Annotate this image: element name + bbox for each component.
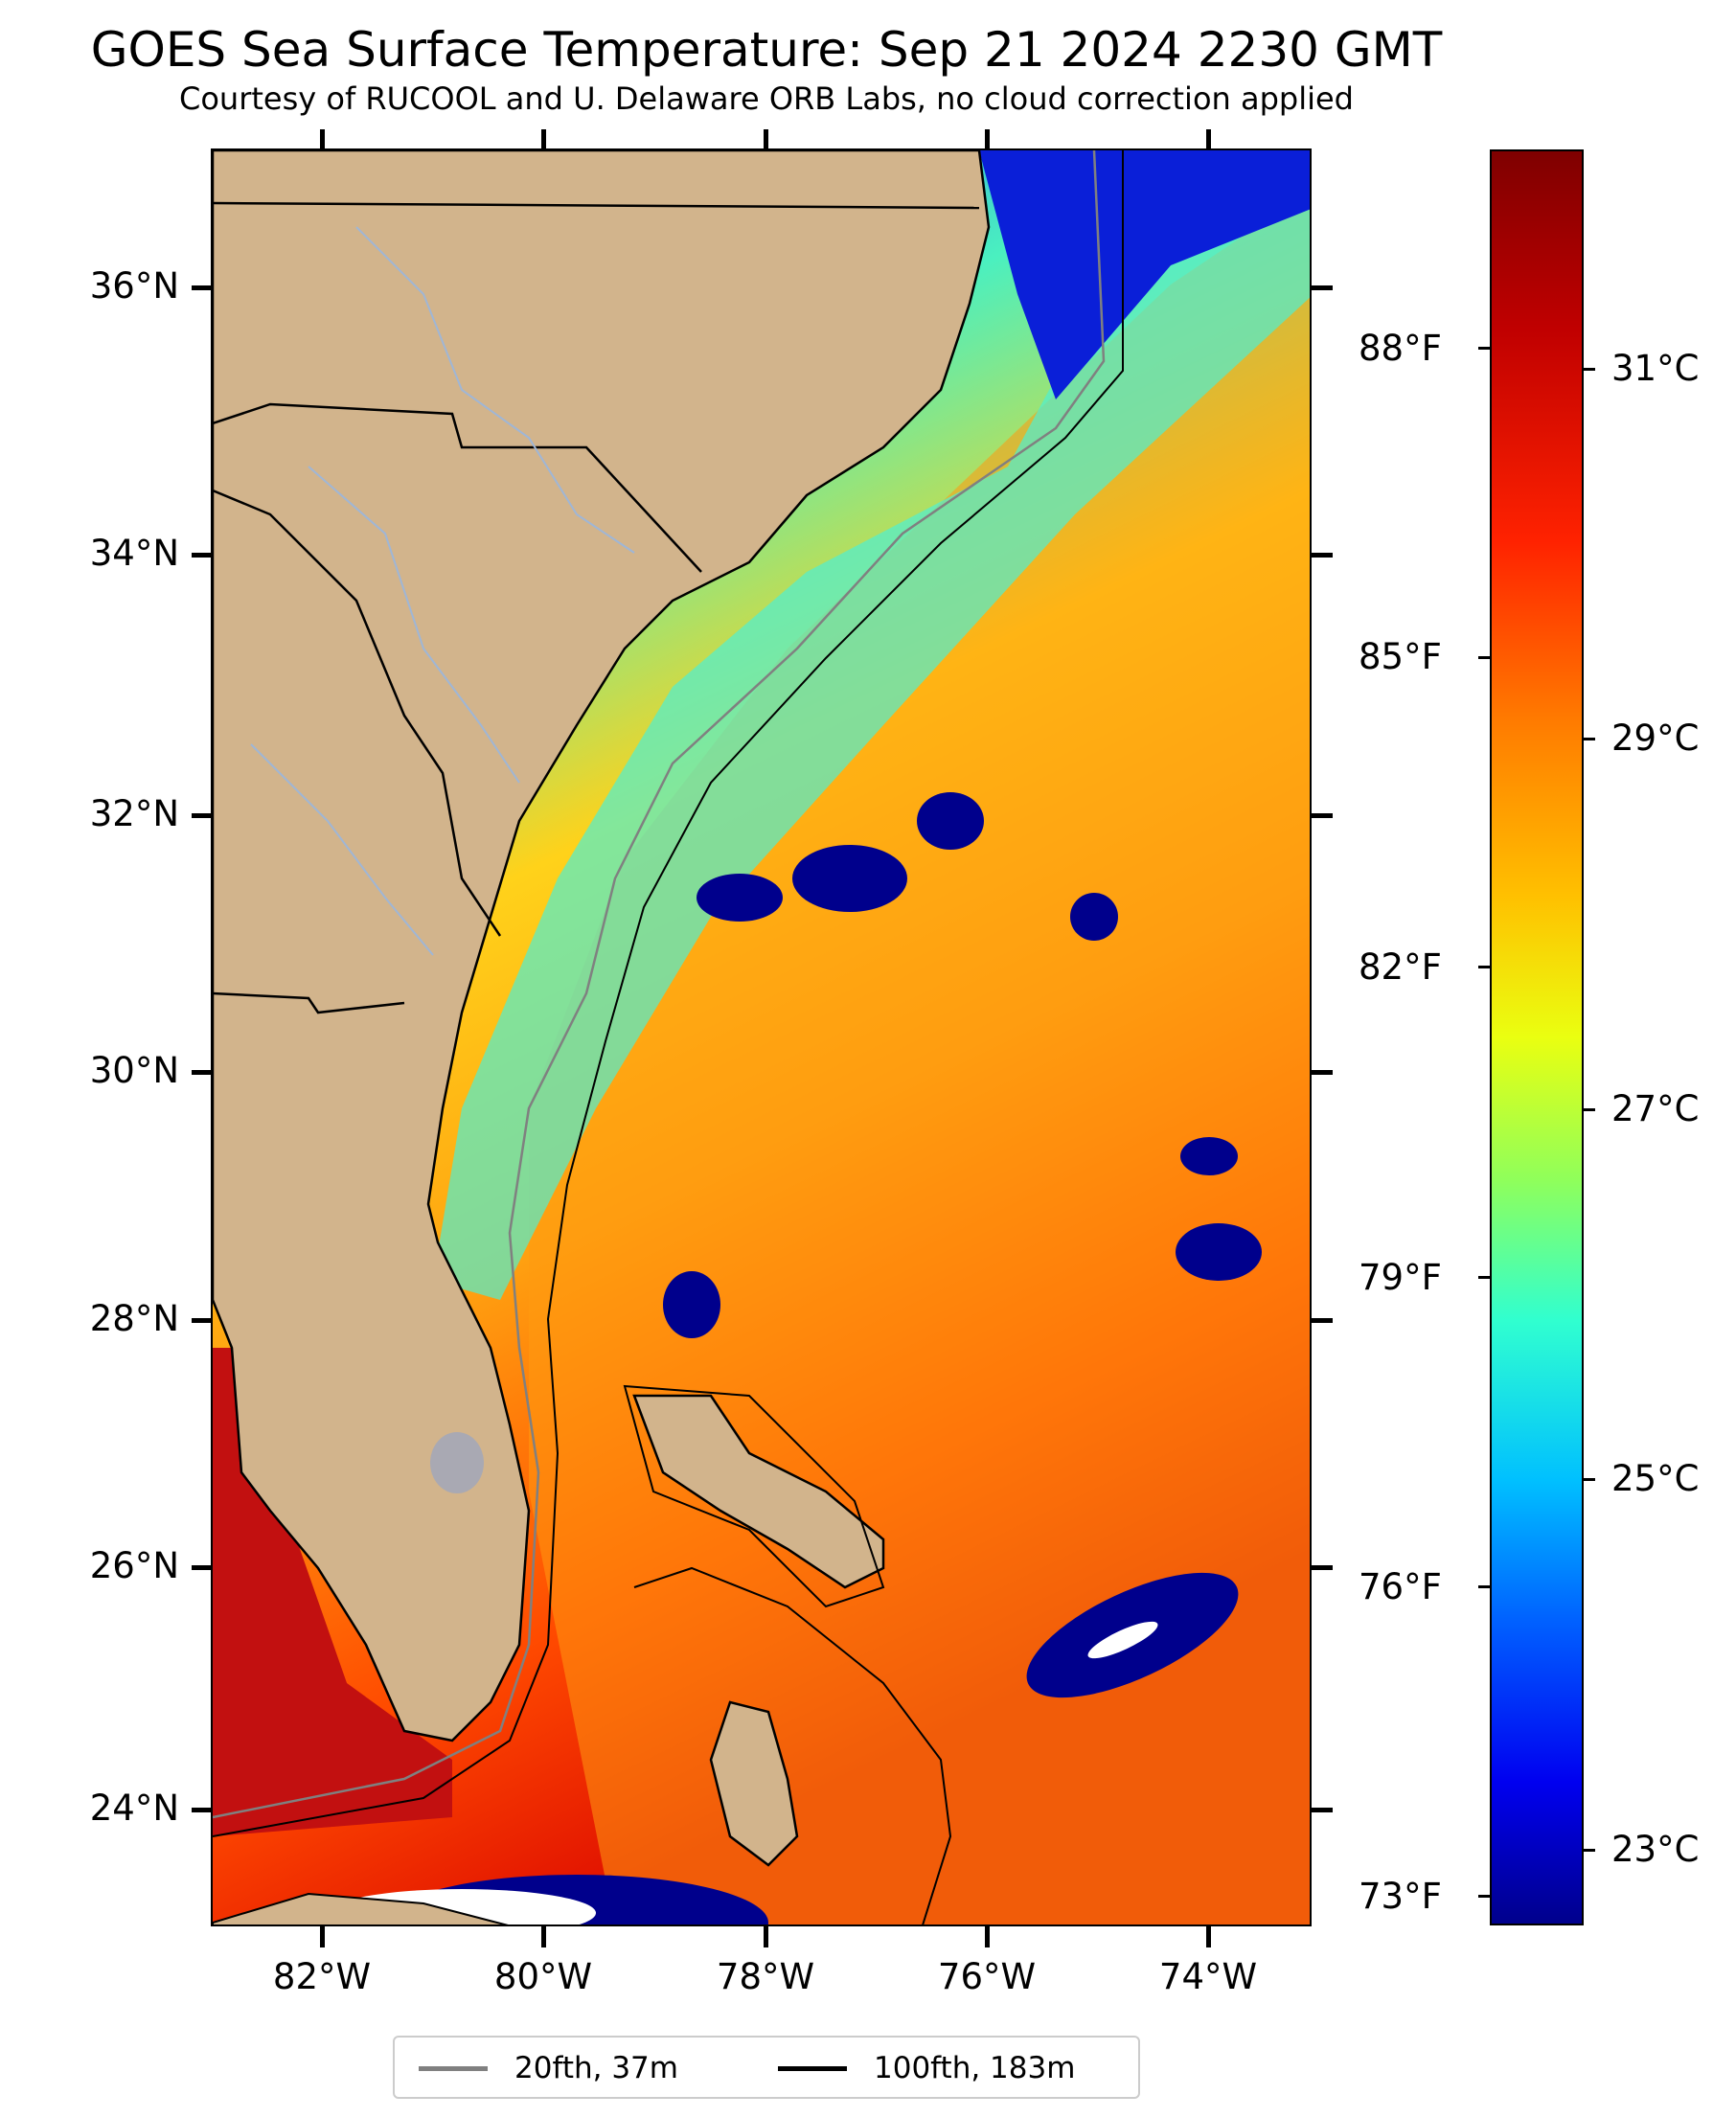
lat-tick (1312, 1565, 1333, 1570)
lat-tick (192, 1565, 213, 1570)
celsius-label: 23°C (1611, 1829, 1700, 1870)
legend-label: 20fth, 37m (514, 2051, 678, 2085)
lon-label: 76°W (937, 1956, 1037, 1997)
cbar-tick (1478, 1276, 1490, 1279)
cbar-tick (1478, 347, 1490, 350)
isobath-20fth (213, 150, 1106, 1819)
lat-label: 26°N (89, 1545, 179, 1586)
lat-tick (1312, 1808, 1333, 1812)
cuba-coast (213, 1892, 509, 1924)
bahamas-island (709, 1700, 799, 1867)
cold-patch (1180, 1137, 1238, 1175)
state-border (213, 991, 405, 1014)
isobath-100fth (623, 1384, 885, 1608)
lat-label: 36°N (89, 265, 179, 307)
lat-tick (1312, 1318, 1333, 1323)
isobath-100fth (633, 1566, 952, 1924)
river (250, 743, 434, 956)
lat-tick (192, 813, 213, 818)
lon-tick (985, 129, 990, 150)
fahrenheit-label: 82°F (1359, 946, 1442, 988)
fahrenheit-label: 85°F (1359, 636, 1442, 677)
cold-patch (917, 792, 984, 850)
isobath-legend: 20fth, 37m 100fth, 183m (393, 2036, 1140, 2099)
cloud-patch (1087, 1621, 1158, 1659)
land-mainland (213, 150, 991, 1742)
lon-label: 80°W (493, 1956, 593, 1997)
lon-tick (320, 129, 325, 150)
lon-tick (985, 1926, 990, 1947)
cbar-tick (1584, 738, 1595, 740)
sst-map (211, 148, 1312, 1926)
celsius-label: 29°C (1611, 717, 1700, 759)
lat-label: 30°N (89, 1050, 179, 1091)
fahrenheit-label: 76°F (1359, 1566, 1442, 1607)
lon-tick (1206, 129, 1211, 150)
lon-tick (541, 129, 546, 150)
celsius-label: 31°C (1611, 348, 1700, 389)
cbar-tick (1584, 1478, 1595, 1481)
lon-tick (1206, 1926, 1211, 1947)
cold-patch (792, 845, 907, 912)
cbar-tick (1478, 1585, 1490, 1588)
cbar-tick (1478, 1895, 1490, 1898)
fahrenheit-label: 73°F (1359, 1876, 1442, 1917)
celsius-label: 25°C (1611, 1458, 1700, 1499)
lat-label: 28°N (89, 1298, 179, 1339)
lon-tick (320, 1926, 325, 1947)
lat-tick (192, 285, 213, 290)
river (355, 226, 635, 554)
lat-tick (1312, 1070, 1333, 1075)
lat-tick (1312, 813, 1333, 818)
cold-patch (1070, 893, 1118, 941)
celsius-label: 27°C (1611, 1088, 1700, 1129)
isobath-100fth (213, 150, 1124, 1837)
state-border (213, 201, 980, 210)
lon-tick (541, 1926, 546, 1947)
cold-patch (663, 1271, 720, 1338)
lat-tick (1312, 285, 1333, 290)
legend-line-black (778, 2066, 847, 2071)
cbar-tick (1478, 656, 1490, 659)
lat-tick (192, 1318, 213, 1323)
temperature-colorbar (1490, 149, 1584, 1925)
lon-label: 74°W (1158, 1956, 1258, 1997)
cold-water-north (979, 150, 1310, 399)
fahrenheit-label: 88°F (1359, 328, 1442, 369)
fahrenheit-label: 79°F (1359, 1257, 1442, 1298)
state-border (213, 402, 702, 573)
legend-line-gray (419, 2066, 488, 2071)
river (308, 466, 520, 784)
cold-patch (1176, 1223, 1262, 1281)
lake-okeechobee (430, 1432, 484, 1493)
cbar-tick (1584, 1849, 1595, 1852)
lat-tick (192, 1070, 213, 1075)
cbar-tick (1478, 966, 1490, 968)
lon-tick (764, 129, 768, 150)
lon-label: 78°W (716, 1956, 815, 1997)
map-subtitle: Courtesy of RUCOOL and U. Delaware ORB L… (179, 80, 1354, 117)
state-border (213, 489, 502, 937)
lat-tick (1312, 553, 1333, 558)
bahamas-island (632, 1394, 885, 1589)
lat-label: 32°N (89, 793, 179, 834)
lat-tick (192, 553, 213, 558)
legend-label: 100fth, 183m (874, 2051, 1076, 2085)
lon-tick (764, 1926, 768, 1947)
cbar-tick (1584, 368, 1595, 371)
map-title: GOES Sea Surface Temperature: Sep 21 202… (90, 22, 1443, 78)
coastal-shelf-water (433, 150, 1310, 1300)
lat-tick (192, 1808, 213, 1812)
cbar-tick (1584, 1108, 1595, 1111)
lat-label: 34°N (89, 533, 179, 574)
lon-label: 82°W (272, 1956, 372, 1997)
lat-label: 24°N (89, 1788, 179, 1829)
cold-patch (697, 874, 783, 922)
